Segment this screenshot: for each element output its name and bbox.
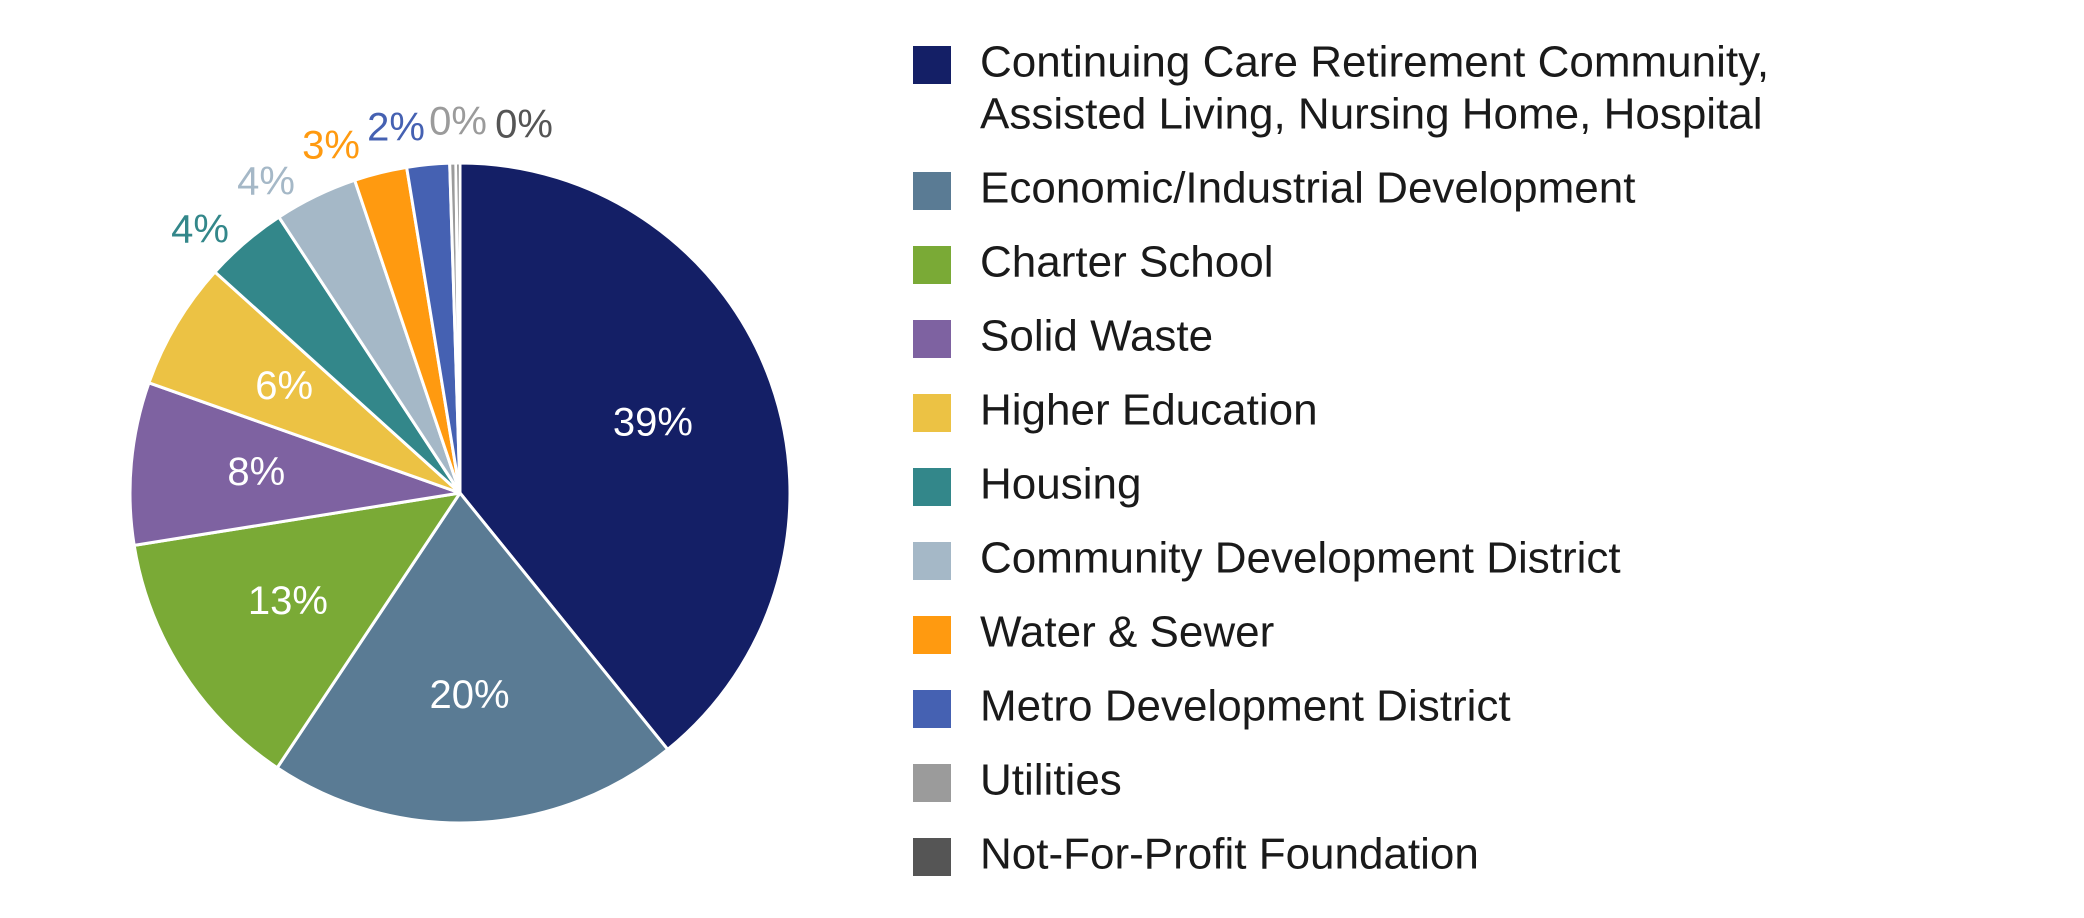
legend: Continuing Care Retirement Community,Ass…	[913, 38, 1769, 879]
pie-slice-label-4: 8%	[227, 450, 285, 494]
legend-label: Higher Education	[980, 386, 1318, 435]
legend-swatch	[913, 690, 951, 728]
legend-item-9: Metro Development District	[913, 682, 1511, 731]
legend-label: Charter School	[980, 238, 1273, 287]
legend-label: Community Development District	[980, 534, 1621, 583]
legend-label: Water & Sewer	[980, 608, 1274, 657]
legend-item-8: Water & Sewer	[913, 608, 1274, 657]
legend-item-10: Utilities	[913, 756, 1122, 805]
legend-item-7: Community Development District	[913, 534, 1621, 583]
pie-slice-label-7: 4%	[237, 160, 295, 204]
legend-swatch	[913, 172, 951, 210]
pie-slices	[128, 161, 792, 825]
pie-slice-label-5: 6%	[255, 364, 313, 408]
pie-slice-label-6: 4%	[171, 208, 229, 252]
pie-slice-2	[275, 491, 670, 825]
legend-swatch	[913, 46, 951, 84]
pie-slice-4	[128, 381, 462, 547]
legend-item-5: Higher Education	[913, 386, 1318, 435]
pie-slice-label-2: 20%	[430, 673, 510, 717]
pie-slice-label-3: 13%	[248, 579, 328, 623]
pie-slice-5	[147, 270, 462, 495]
legend-label: Utilities	[980, 756, 1122, 805]
legend-swatch	[913, 246, 951, 284]
legend-swatch	[913, 764, 951, 802]
legend-item-11: Not-For-Profit Foundation	[913, 830, 1479, 879]
legend-swatch	[913, 542, 951, 580]
legend-label: Housing	[980, 460, 1141, 509]
legend-item-6: Housing	[913, 460, 1141, 509]
pie-slice-label-11: 0%	[495, 103, 553, 147]
pie-slice-11	[454, 161, 462, 495]
pie-slice-label-1: 39%	[613, 400, 693, 444]
legend-item-3: Charter School	[913, 238, 1273, 287]
legend-label: Not-For-Profit Foundation	[980, 830, 1479, 879]
pie-slice-label-10: 0%	[429, 100, 487, 144]
pie-slice-3	[132, 491, 462, 770]
legend-label: Solid Waste	[980, 312, 1213, 361]
legend-item-1: Continuing Care Retirement Community,Ass…	[913, 38, 1769, 139]
legend-swatch	[913, 838, 951, 876]
pie-slice-labels: 39%20%13%8%6%4%4%3% 2% 0% 0%	[171, 100, 693, 717]
pie-slice-label-8: 3%	[302, 124, 360, 168]
legend-swatch	[913, 320, 951, 358]
legend-swatch	[913, 394, 951, 432]
legend-label: Economic/Industrial Development	[980, 164, 1635, 213]
legend-item-4: Solid Waste	[913, 312, 1213, 361]
legend-label: Assisted Living, Nursing Home, Hospital	[980, 90, 1763, 139]
legend-label: Continuing Care Retirement Community,	[980, 38, 1769, 87]
legend-swatch	[913, 616, 951, 654]
legend-item-2: Economic/Industrial Development	[913, 164, 1635, 213]
legend-swatch	[913, 468, 951, 506]
pie-slice-label-9: 2%	[367, 106, 425, 150]
legend-label: Metro Development District	[980, 682, 1511, 731]
pie-slice-1	[458, 161, 792, 751]
